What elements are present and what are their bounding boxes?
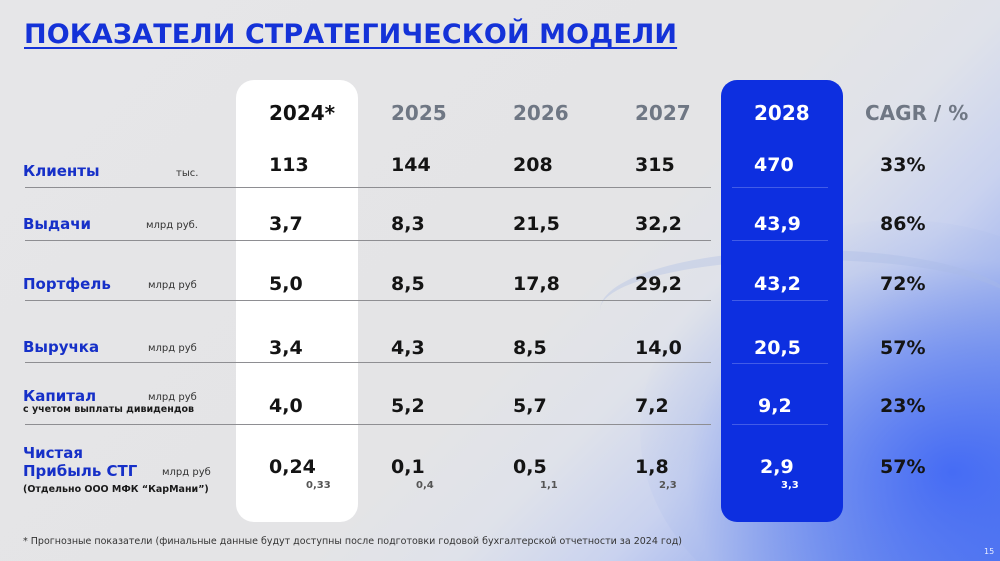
column-header-2026: 2026: [513, 101, 569, 125]
subvalue-2025: 0,4: [416, 480, 434, 491]
value-2025: 5,2: [391, 395, 425, 417]
column-header-2025: 2025: [391, 101, 447, 125]
row-unit: млрд руб: [148, 280, 197, 291]
value-2028: 20,5: [754, 337, 801, 359]
value-cagr: 57%: [880, 456, 926, 478]
row-sublabel: (Отдельно ООО МФК “КарМани”): [23, 484, 209, 495]
row-label: Портфель: [23, 275, 111, 293]
row-label-line1: Чистая: [23, 444, 83, 462]
row-sublabel: с учетом выплаты дивидендов: [23, 404, 195, 415]
row-divider: [25, 300, 711, 301]
value-2028: 2,9: [760, 456, 794, 478]
value-2025: 0,1: [391, 456, 425, 478]
value-cagr: 72%: [880, 273, 926, 295]
row-divider: [732, 240, 828, 241]
value-2028: 9,2: [758, 395, 792, 417]
row-label: Капитал: [23, 387, 97, 405]
column-header-cagr: CAGR / %: [865, 101, 969, 125]
value-2026: 21,5: [513, 213, 560, 235]
value-2027: 32,2: [635, 213, 682, 235]
row-divider: [732, 187, 828, 188]
value-2027: 29,2: [635, 273, 682, 295]
page-number: 15: [984, 547, 995, 556]
row-label: Выдачи: [23, 215, 92, 233]
row-unit: млрд руб: [162, 467, 211, 478]
value-2025: 144: [391, 154, 431, 176]
value-cagr: 86%: [880, 213, 926, 235]
value-2024: 5,0: [269, 273, 303, 295]
footnote: * Прогнозные показатели (финальные данны…: [23, 536, 682, 547]
value-2027: 315: [635, 154, 675, 176]
row-label: Клиенты: [23, 162, 100, 180]
subvalue-2024: 0,33: [306, 480, 331, 491]
row-divider: [732, 363, 828, 364]
row-unit: млрд руб: [148, 392, 197, 403]
value-2028: 43,9: [754, 213, 801, 235]
value-2028: 470: [754, 154, 794, 176]
value-2024: 3,7: [269, 213, 303, 235]
row-label-line2: Прибыль СТГ: [23, 462, 138, 480]
row-unit: млрд руб.: [146, 220, 198, 231]
value-2027: 1,8: [635, 456, 669, 478]
value-2025: 8,5: [391, 273, 425, 295]
row-divider: [732, 300, 828, 301]
column-header-2024: 2024*: [269, 101, 336, 125]
column-highlight-2028: [721, 80, 843, 522]
subvalue-2028: 3,3: [781, 480, 799, 491]
row-divider: [25, 362, 711, 363]
value-2027: 7,2: [635, 395, 669, 417]
page-title: ПОКАЗАТЕЛИ СТРАТЕГИЧЕСКОЙ МОДЕЛИ: [24, 19, 678, 50]
value-2027: 14,0: [635, 337, 682, 359]
value-2026: 5,7: [513, 395, 547, 417]
value-2025: 8,3: [391, 213, 425, 235]
row-divider: [732, 424, 828, 425]
value-2026: 8,5: [513, 337, 547, 359]
row-divider: [25, 424, 711, 425]
value-2026: 17,8: [513, 273, 560, 295]
value-2024: 3,4: [269, 337, 303, 359]
row-unit: млрд руб: [148, 343, 197, 354]
column-header-2027: 2027: [635, 101, 691, 125]
value-cagr: 33%: [880, 154, 926, 176]
column-header-2028: 2028: [754, 101, 810, 125]
value-2024: 0,24: [269, 456, 316, 478]
row-unit: тыс.: [176, 168, 199, 179]
column-highlight-2024: [236, 80, 358, 522]
value-cagr: 57%: [880, 337, 926, 359]
value-2026: 0,5: [513, 456, 547, 478]
row-divider: [25, 240, 711, 241]
value-2025: 4,3: [391, 337, 425, 359]
row-label: Выручка: [23, 338, 100, 356]
value-2026: 208: [513, 154, 553, 176]
subvalue-2027: 2,3: [659, 480, 677, 491]
row-divider: [25, 187, 711, 188]
value-cagr: 23%: [880, 395, 926, 417]
subvalue-2026: 1,1: [540, 480, 558, 491]
value-2024: 4,0: [269, 395, 303, 417]
value-2028: 43,2: [754, 273, 801, 295]
value-2024: 113: [269, 154, 309, 176]
